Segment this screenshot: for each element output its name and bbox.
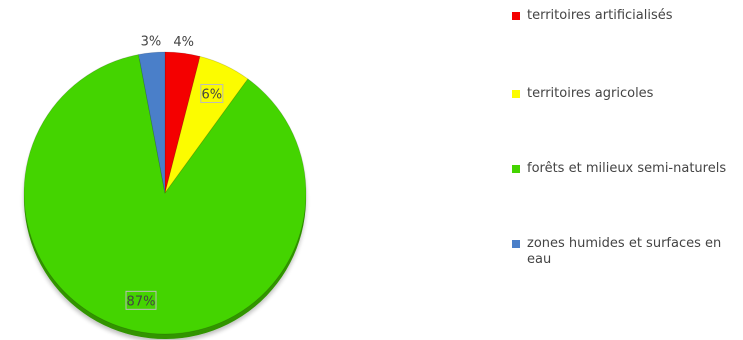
pie-data-labels: 4% 6% 87% 3%	[125, 35, 224, 310]
data-label-territoires-artificialises: 4%	[173, 35, 194, 50]
data-label-box	[125, 290, 157, 310]
data-label-text: 4%	[173, 35, 194, 50]
legend-swatch	[512, 165, 520, 173]
pie-chart-svg: 4% 6% 87% 3%	[23, 35, 307, 340]
legend-item-territoires-artificialises[interactable]: territoires artificialisés	[510, 8, 742, 24]
legend-swatch	[512, 90, 520, 98]
legend-item-forets-et-milieux-semi-naturels[interactable]: forêts et milieux semi-naturels	[510, 161, 742, 177]
pie-slice-forets-et-milieux-semi-naturels[interactable]	[23, 54, 307, 335]
data-label-territoires-agricoles: 6%	[200, 83, 224, 103]
pie-slice-territoires-agricoles[interactable]	[164, 55, 249, 194]
pie-slices	[23, 51, 307, 335]
legend-label: forêts et milieux semi-naturels	[527, 161, 727, 176]
data-label-zones-humides-et-surfaces-en-eau: 3%	[141, 35, 162, 50]
legend-swatch	[512, 12, 520, 20]
data-label-text: 3%	[141, 35, 162, 50]
legend-item-territoires-agricoles[interactable]: territoires agricoles	[510, 86, 742, 102]
legend-label: territoires agricoles	[527, 86, 654, 101]
pie-slice-territoires-artificialises[interactable]	[164, 51, 201, 194]
data-label-text: 87%	[127, 294, 156, 309]
data-label-forets-et-milieux-semi-naturels: 87%	[125, 290, 157, 310]
legend-swatch	[512, 240, 520, 248]
legend-label: territoires artificialisés	[527, 8, 673, 23]
data-label-text: 6%	[202, 87, 223, 102]
legend-label: zones humides et surfaces en eau	[527, 236, 722, 267]
data-label-box	[200, 83, 224, 103]
pie-slice-zones-humides-et-surfaces-en-eau[interactable]	[138, 51, 166, 194]
legend-item-zones-humides-et-surfaces-en-eau[interactable]: zones humides et surfaces en eau	[510, 236, 742, 268]
